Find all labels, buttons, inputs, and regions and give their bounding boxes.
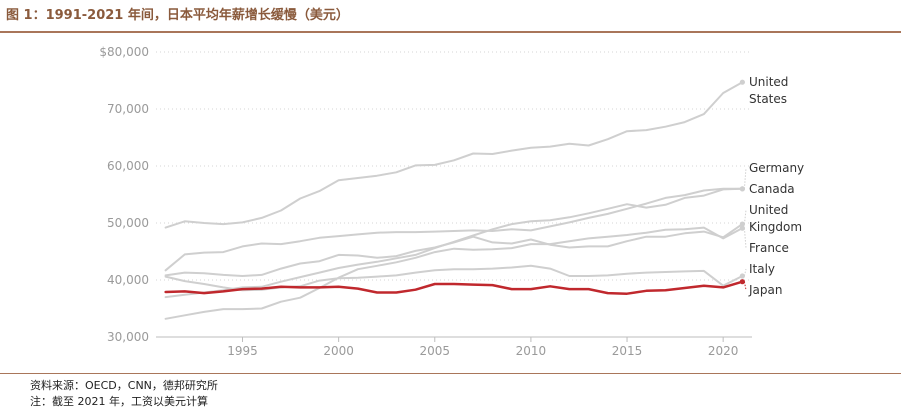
end-point-united-states <box>739 79 745 85</box>
grid-lines <box>156 51 752 338</box>
end-point-italy <box>739 273 745 279</box>
series-line-france <box>164 226 744 320</box>
end-point-canada <box>739 186 745 192</box>
y-tick-label: 30,000 <box>107 330 149 344</box>
y-tick-label: 70,000 <box>107 102 149 116</box>
end-point-united-kingdom <box>739 221 745 227</box>
series-label-united-kingdom: Kingdom <box>749 220 802 234</box>
y-tick-label: 50,000 <box>107 216 149 230</box>
figure-title: 图 1：1991-2021 年间，日本平均年薪增长缓慢（美元） <box>6 8 349 23</box>
series-label-canada: Canada <box>749 182 795 196</box>
x-tick-label: 1995 <box>227 344 258 358</box>
footer-rule <box>0 373 901 374</box>
series-labels: United States Germany Canada United Kingdom Fr… <box>743 75 804 297</box>
x-tick-label: 2020 <box>708 344 739 358</box>
label-leader <box>743 167 747 189</box>
x-tick-label: 2000 <box>323 344 354 358</box>
x-tick-label: 2015 <box>612 344 643 358</box>
series-label-united-kingdom: United <box>749 203 788 217</box>
x-tick-label: 2010 <box>516 344 547 358</box>
series-line-united-kingdom <box>164 223 744 277</box>
source-note: 资料来源：OECD，CNN，德邦研究所 <box>30 379 218 392</box>
series-label-united-states: United <box>749 75 788 89</box>
series-line-united-states <box>164 81 744 229</box>
series-lines <box>164 79 745 320</box>
y-axis-ticks: 30,000 40,000 50,000 60,000 70,000 $80,000 <box>99 45 149 344</box>
series-line-germany <box>164 187 744 272</box>
series-label-germany: Germany <box>749 161 804 175</box>
y-tick-label: 40,000 <box>107 273 149 287</box>
series-label-japan: Japan <box>748 283 782 297</box>
y-tick-label: $80,000 <box>99 45 149 59</box>
label-leader <box>743 209 747 225</box>
label-leader <box>743 281 747 291</box>
title-rule <box>0 31 901 33</box>
series-label-united-states: States <box>749 92 787 106</box>
end-point-japan <box>739 279 745 285</box>
series-line-japan <box>164 280 744 295</box>
end-point-france <box>739 225 745 231</box>
series-label-italy: Italy <box>749 262 775 276</box>
x-axis-ticks: 1995 2000 2005 2010 2015 2020 <box>227 337 738 358</box>
label-leader <box>743 228 747 249</box>
footnote: 注：截至 2021 年，工资以美元计算 <box>30 395 208 408</box>
y-tick-label: 60,000 <box>107 159 149 173</box>
series-label-france: France <box>749 241 789 255</box>
x-tick-label: 2005 <box>420 344 451 358</box>
label-leader <box>743 268 747 277</box>
